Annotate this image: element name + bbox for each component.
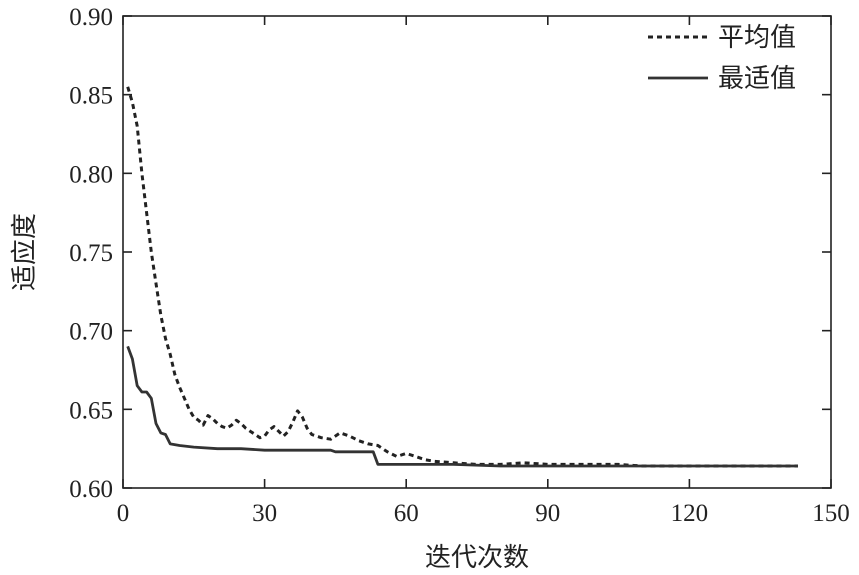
series-line-average [126, 86, 798, 468]
y-tick-label: 0.85 [69, 83, 113, 110]
x-tick-label: 90 [535, 500, 560, 527]
x-tick-label: 60 [394, 500, 419, 527]
legend-label: 平均值 [718, 23, 796, 53]
y-tick-label: 0.75 [69, 240, 113, 267]
y-tick-label: 0.65 [69, 397, 113, 424]
x-tick-label: 120 [671, 500, 709, 527]
y-tick-label: 0.90 [69, 4, 113, 31]
x-axis-title: 迭代次数 [425, 543, 529, 573]
x-tick-label: 150 [812, 500, 850, 527]
y-tick-label: 0.80 [69, 161, 113, 188]
series-line-best [126, 345, 798, 468]
x-tick-label: 30 [252, 500, 277, 527]
plot-layer [126, 86, 798, 468]
y-tick-label: 0.70 [69, 319, 113, 346]
axis-layer: 0.60 0.65 0.70 0.75 0.80 0.85 0.90 0 30 60 90 120 15… [69, 4, 850, 527]
y-axis-title: 适应度 [10, 213, 40, 291]
legend-label: 最适值 [718, 64, 796, 94]
y-tick-label: 0.60 [69, 476, 113, 503]
x-tick-label: 0 [117, 500, 130, 527]
